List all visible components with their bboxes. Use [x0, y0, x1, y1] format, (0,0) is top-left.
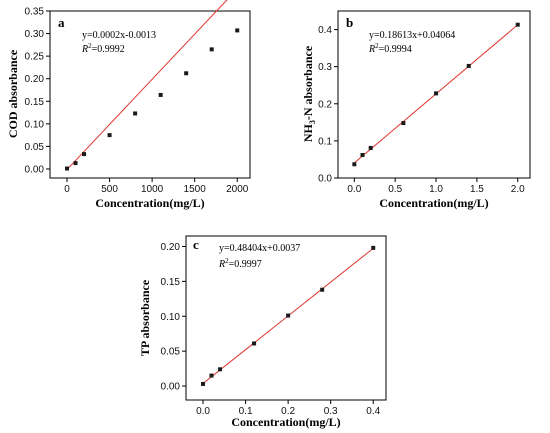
x-tick-label: 0.0 — [196, 406, 210, 417]
points-group — [65, 28, 240, 171]
y-axis-label: TP absorbance — [138, 279, 152, 356]
y-tick-label: 0.2 — [318, 99, 332, 110]
y-label-sub: 3 — [308, 120, 317, 124]
y-tick-label: 0.30 — [25, 29, 45, 40]
r2-text: R2=0.9992 — [81, 42, 125, 55]
data-point — [184, 71, 189, 76]
r2-value: =0.9992 — [92, 44, 125, 55]
y-tick-label: 0.15 — [25, 97, 45, 108]
y-label-main: NH — [301, 124, 315, 143]
ticks: 0 500 1000 1500 2000 0.00 0.05 0.10 0.15 0.20 0.25… — [25, 7, 249, 196]
data-point — [107, 133, 112, 138]
data-point — [218, 367, 223, 372]
x-axis-label: Concentration(mg/L) — [95, 196, 204, 210]
data-point — [158, 92, 163, 97]
x-tick-label: 0.2 — [281, 406, 295, 417]
panel-label: c — [193, 237, 199, 252]
equation-text: y=0.48404x+0.0037 — [219, 243, 300, 254]
y-tick-label: 0.0 — [318, 174, 332, 185]
plot-frame — [185, 235, 387, 401]
data-point — [466, 63, 471, 68]
panel-c: 0.0 0.1 0.2 0.3 0.4 0.00 0.05 0.10 0.15 0.20 c y=… — [138, 235, 387, 429]
y-axis-label: COD absorbance — [6, 49, 20, 138]
data-point — [133, 111, 138, 116]
panel-label: a — [58, 15, 65, 30]
panel-label: b — [346, 15, 353, 30]
data-point — [401, 121, 406, 126]
y-tick-label: 0.00 — [161, 382, 181, 393]
data-point — [320, 287, 325, 292]
x-tick-label: 0.0 — [347, 184, 361, 195]
y-tick-label: 0.00 — [25, 164, 45, 175]
y-tick-label: 0.1 — [318, 136, 332, 147]
data-point — [252, 341, 257, 346]
points-group — [352, 22, 520, 167]
x-tick-label: 1.5 — [470, 184, 484, 195]
panel-b: 0.0 0.5 1.0 1.5 2.0 0.0 0.1 0.2 0.3 0.4 b y=0.186… — [301, 10, 531, 210]
data-point — [201, 381, 206, 386]
data-point — [434, 91, 439, 96]
y-tick-label: 0.20 — [161, 242, 181, 253]
plot-frame — [337, 10, 531, 179]
data-point — [368, 145, 373, 150]
data-point — [286, 313, 291, 318]
r2-prefix: R — [368, 44, 375, 55]
y-tick-label: 0.10 — [161, 312, 181, 323]
x-tick-label: 0.1 — [239, 406, 253, 417]
y-tick-label: 0.15 — [161, 277, 181, 288]
r2-prefix: R — [81, 44, 88, 55]
equation-text: y=0.18613x+0.04064 — [369, 30, 455, 41]
ticks: 0.0 0.5 1.0 1.5 2.0 0.0 0.1 0.2 0.3 0.4 — [318, 25, 525, 195]
data-point — [73, 161, 78, 166]
data-point — [515, 22, 520, 27]
y-label-rest: -N absorbance — [301, 45, 315, 120]
y-tick-label: 0.05 — [161, 347, 181, 358]
x-tick-label: 0.5 — [388, 184, 402, 195]
fit-line-group — [66, 0, 228, 170]
r2-text: R2=0.9997 — [218, 257, 262, 270]
data-point — [65, 166, 70, 171]
x-tick-label: 1000 — [141, 184, 164, 195]
data-point — [352, 162, 357, 167]
data-point — [209, 47, 214, 52]
data-point — [371, 245, 376, 250]
y-tick-label: 0.3 — [318, 62, 332, 73]
y-axis-label: NH3-N absorbance — [301, 45, 317, 142]
y-tick-label: 0.10 — [25, 119, 45, 130]
x-tick-label: 1500 — [184, 184, 207, 195]
y-tick-label: 0.35 — [25, 7, 45, 18]
x-tick-label: 0.3 — [324, 406, 338, 417]
x-axis-label: Concentration(mg/L) — [379, 196, 488, 210]
x-axis-label: Concentration(mg/L) — [231, 415, 340, 429]
y-tick-label: 0.25 — [25, 52, 45, 63]
r2-prefix: R — [218, 259, 225, 270]
y-tick-label: 0.20 — [25, 74, 45, 85]
r2-sup: 2 — [88, 42, 92, 50]
ticks: 0.0 0.1 0.2 0.3 0.4 0.00 0.05 0.10 0.15 0.20 — [161, 242, 381, 417]
r2-text: R2=0.9994 — [368, 42, 412, 55]
y-tick-label: 0.4 — [318, 25, 332, 36]
equation-text: y=0.0002x-0.0013 — [82, 30, 156, 41]
x-tick-label: 0.4 — [366, 406, 380, 417]
r2-sup: 2 — [375, 42, 379, 50]
r2-value: =0.9997 — [229, 259, 262, 270]
data-point — [360, 152, 365, 157]
y-tick-label: 0.05 — [25, 142, 45, 153]
r2-value: =0.9994 — [379, 44, 412, 55]
data-point — [209, 373, 214, 378]
panel-a: 0 500 1000 1500 2000 0.00 0.05 0.10 0.15 0.20 0.25… — [6, 0, 251, 210]
x-tick-label: 0 — [64, 184, 70, 195]
x-tick-label: 2000 — [226, 184, 249, 195]
points-group — [201, 245, 376, 386]
fit-line — [66, 0, 228, 170]
x-tick-label: 2.0 — [511, 184, 525, 195]
data-point — [235, 28, 240, 33]
x-tick-label: 500 — [101, 184, 118, 195]
x-tick-label: 1.0 — [429, 184, 443, 195]
plot-frame — [49, 10, 251, 179]
r2-sup: 2 — [225, 257, 229, 265]
data-point — [82, 152, 87, 157]
